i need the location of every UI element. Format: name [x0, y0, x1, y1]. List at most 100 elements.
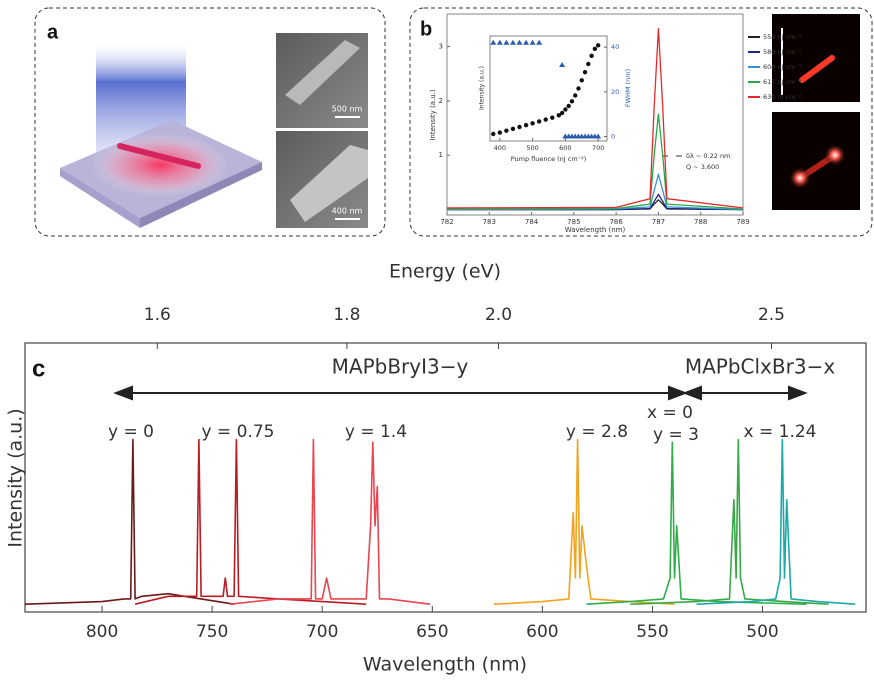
x-tick-label: 650	[416, 622, 448, 642]
data-point	[530, 121, 535, 126]
annotation: y = 0	[108, 422, 154, 442]
data-point	[563, 107, 568, 112]
x-tick-label: 400	[494, 144, 506, 152]
x-tick-label: 784	[525, 218, 539, 226]
data-point	[490, 39, 497, 45]
panel-frame	[34, 7, 386, 237]
y-tick-label: 3	[439, 43, 443, 51]
y-tick-label: 2	[439, 97, 443, 105]
annotation: y = 2.8	[566, 422, 628, 442]
data-point	[523, 122, 529, 128]
data-point	[559, 110, 565, 116]
x2-tick-label: 1.6	[144, 305, 171, 325]
sem-wire	[290, 145, 368, 222]
scale-label: 400 nm	[332, 207, 363, 216]
data-point	[573, 93, 578, 98]
annotation: Q ~ 3,600	[686, 163, 719, 171]
y2-tick-label: 0	[611, 133, 615, 141]
x-tick-label: 750	[196, 622, 228, 642]
spectrum-line	[446, 173, 744, 211]
x-tick-label: 600	[559, 144, 571, 152]
data-point	[497, 130, 503, 135]
data-point	[559, 62, 566, 68]
legend-label: 604 nJ cm⁻²	[763, 63, 802, 71]
data-point	[523, 39, 530, 45]
panel-label: a	[47, 21, 59, 43]
x-axis-label: Wavelength (nm)	[363, 654, 527, 676]
spectrum-line	[447, 193, 744, 211]
substrate-edge	[60, 168, 140, 228]
annotation: y = 1.4	[345, 422, 407, 442]
x-axis-label: Pump fluence (nJ cm⁻²)	[511, 155, 587, 163]
data-point	[517, 124, 522, 130]
y-tick-label: 1	[439, 151, 443, 159]
data-point	[582, 69, 588, 75]
substrate-edge	[140, 162, 262, 228]
legend-label: 617 nJ cm⁻²	[763, 78, 802, 86]
composition-arrows	[113, 385, 808, 401]
x-tick-label: 788	[694, 218, 707, 226]
y2-tick-label: 20	[611, 88, 619, 96]
y-axis-label: Intensity (a.u.)	[479, 66, 486, 110]
spectrum-line	[24, 438, 235, 605]
panel-label: b	[420, 18, 432, 40]
arrow-head	[668, 385, 688, 401]
emission-glow	[90, 133, 230, 197]
data-point	[491, 131, 496, 137]
spectrum-line	[696, 438, 856, 605]
x-tick-label: 800	[86, 622, 118, 642]
spectrum-line	[229, 438, 431, 605]
emission-spot	[824, 144, 846, 166]
arrow-head	[113, 385, 133, 401]
data-point	[509, 39, 516, 45]
spectrum-line	[134, 438, 367, 605]
x-axis-label: Wavelength (nm)	[565, 226, 626, 234]
x2-tick-label: 2.5	[758, 305, 785, 325]
spectrum-line	[493, 438, 675, 605]
spectrum-line	[446, 28, 744, 209]
legend-label: 580 nJ cm⁻²	[763, 48, 802, 56]
y2-tick-label: 40	[611, 43, 619, 51]
x-tick-label: 700	[306, 622, 338, 642]
x-tick-label: 600	[526, 622, 558, 642]
data-point	[550, 115, 555, 120]
data-point	[543, 117, 548, 122]
x-tick-label: 500	[746, 622, 778, 642]
data-point	[579, 78, 584, 83]
data-point	[504, 128, 509, 133]
y2-axis-label: FWHM (nm)	[624, 69, 632, 107]
legend-label: 630 nJ cm⁻²	[763, 93, 802, 101]
data-point	[595, 133, 602, 139]
spectrum-line	[630, 438, 829, 605]
data-point	[536, 119, 542, 124]
y-axis-label: Intensity (a.u.)	[429, 89, 437, 141]
x2-axis-label: Energy (eV)	[389, 261, 501, 283]
data-point	[536, 39, 543, 45]
arrow-head	[788, 385, 808, 401]
data-point	[529, 39, 536, 45]
x-tick-label: 783	[483, 218, 496, 226]
annotation: MAPbBryI3−y	[332, 355, 469, 379]
data-point	[595, 43, 601, 48]
plot-frame	[24, 342, 867, 613]
x2-tick-label: 2.0	[485, 305, 512, 325]
x-tick-label: 782	[440, 218, 453, 226]
inset-frame	[489, 35, 608, 142]
spectrum-line	[586, 441, 807, 605]
sem-wire	[285, 40, 360, 105]
scale-label: 500 nm	[332, 105, 363, 114]
data-point	[566, 103, 571, 109]
annotation: MAPbClxBr3−x	[685, 355, 835, 379]
nanowire	[117, 143, 201, 169]
data-point	[503, 39, 510, 45]
data-point	[516, 39, 523, 45]
arrow-head	[682, 385, 702, 401]
panel-label: c	[32, 355, 45, 382]
annotation: y = 3	[653, 425, 699, 445]
y-axis-label: Intensity (a.u.)	[5, 408, 27, 547]
x-tick-label: 785	[567, 218, 580, 226]
legend-label: 554 nJ cm⁻²	[763, 33, 802, 41]
data-point	[496, 39, 503, 45]
data-point	[586, 61, 591, 67]
